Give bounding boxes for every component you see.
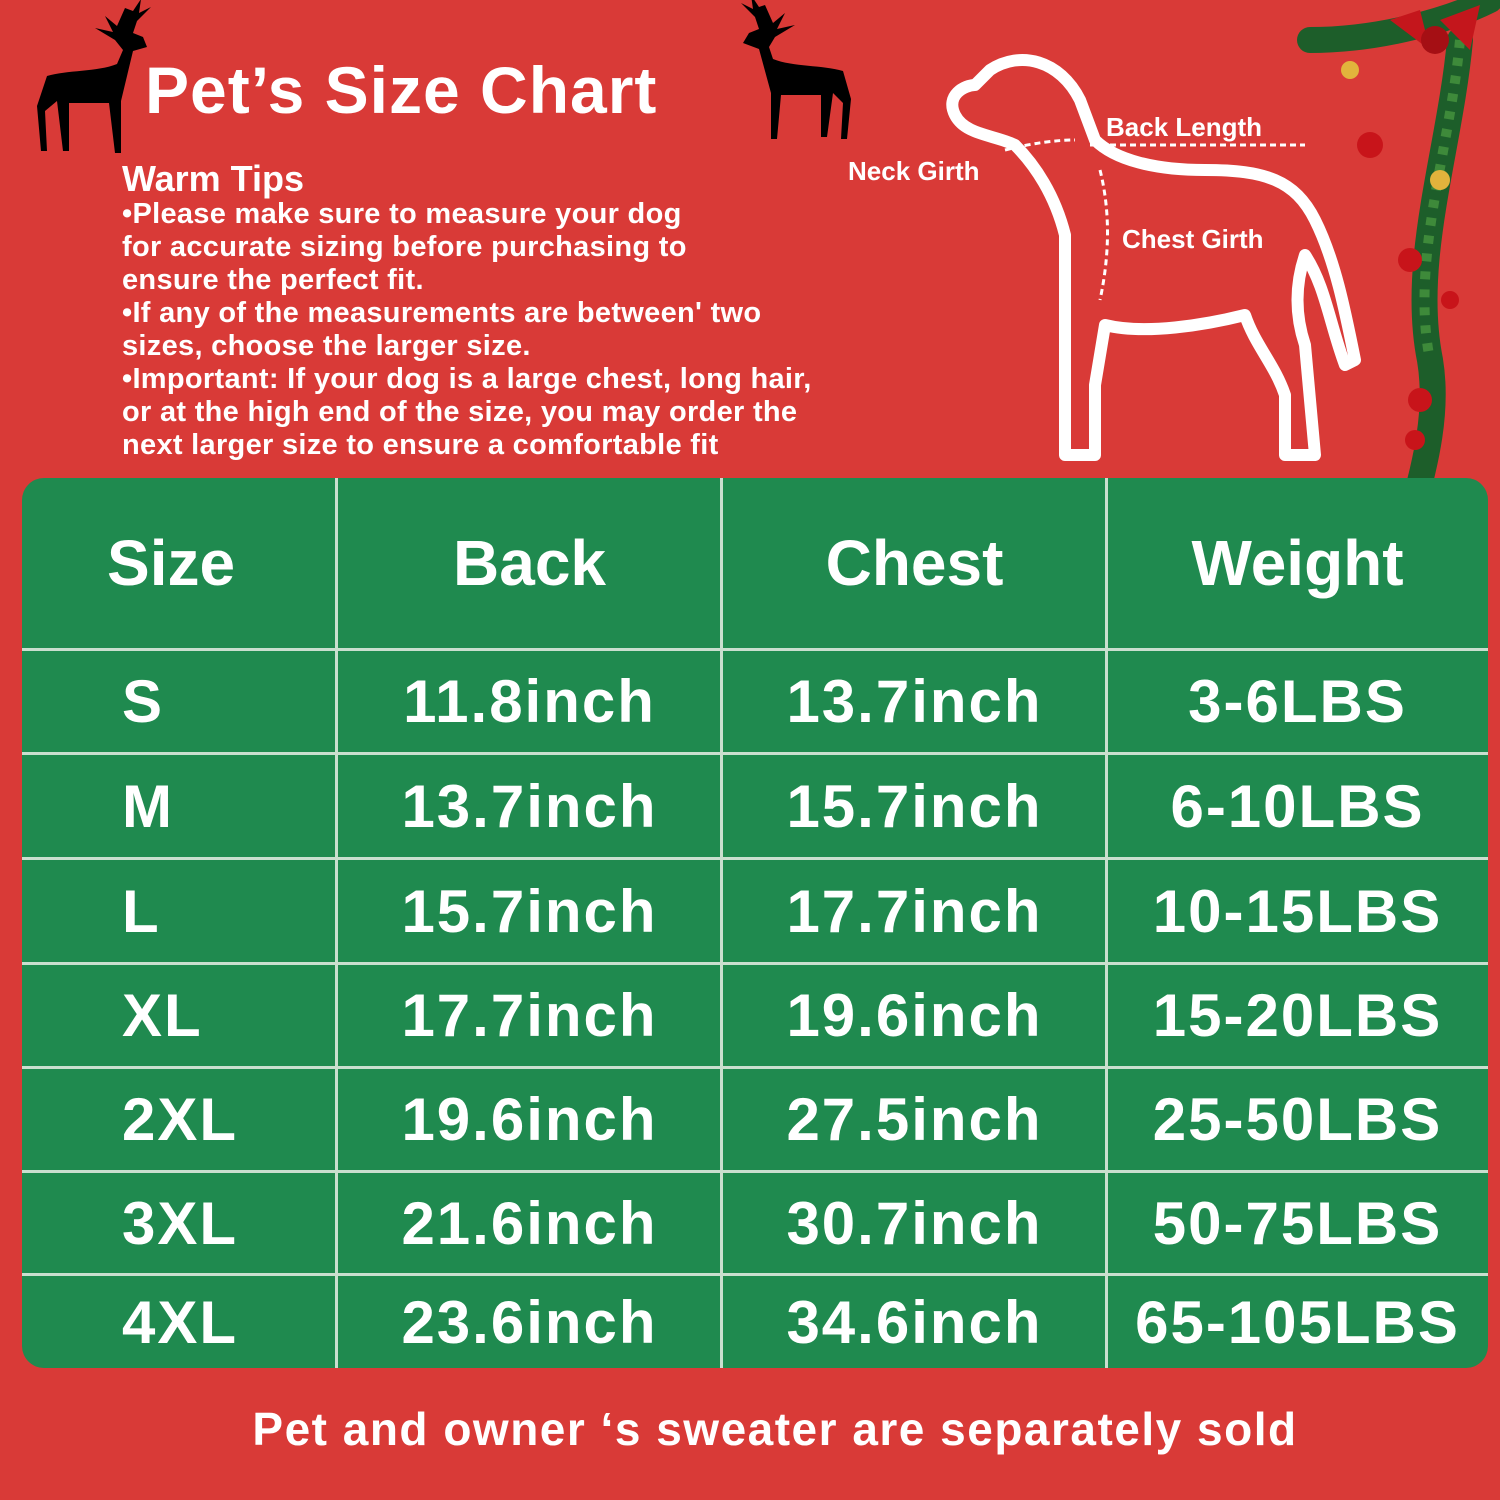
cell-back: 13.7inch bbox=[401, 772, 658, 840]
tip-3: •Important: If your dog is a large chest… bbox=[122, 363, 812, 461]
cell-size: M bbox=[122, 772, 174, 840]
table-row: 4XL 23.6inch 34.6inch 65-105LBS bbox=[22, 1273, 1488, 1368]
cell-weight: 50-75LBS bbox=[1152, 1189, 1443, 1257]
size-table: Size Back Chest Weight S 11.8inch 13.7inch… bbox=[22, 478, 1488, 1368]
chest-girth-label: Chest Girth bbox=[1122, 224, 1264, 254]
cell-chest: 15.7inch bbox=[786, 772, 1043, 840]
cell-chest: 34.6inch bbox=[786, 1288, 1043, 1356]
cell-size: XL bbox=[122, 982, 203, 1049]
cell-weight: 3-6LBS bbox=[1188, 668, 1407, 735]
warm-tips: Warm Tips •Please make sure to measure y… bbox=[122, 160, 1002, 462]
column-divider bbox=[1105, 478, 1108, 1368]
footer-note: Pet and owner ‘s sweater are separately … bbox=[252, 1403, 1298, 1455]
cell-back: 17.7inch bbox=[401, 982, 658, 1049]
tip-1: •Please make sure to measure your dog fo… bbox=[122, 198, 687, 296]
column-divider bbox=[335, 478, 338, 1368]
cell-back: 23.6inch bbox=[401, 1288, 658, 1356]
column-divider bbox=[720, 478, 723, 1368]
cell-size: 3XL bbox=[122, 1189, 239, 1257]
table-header-row: Size Back Chest Weight bbox=[22, 478, 1488, 648]
cell-chest: 30.7inch bbox=[786, 1189, 1043, 1257]
table-row: 2XL 19.6inch 27.5inch 25-50LBS bbox=[22, 1066, 1488, 1170]
cell-chest: 13.7inch bbox=[786, 668, 1043, 735]
cell-weight: 6-10LBS bbox=[1170, 772, 1425, 840]
cell-chest: 27.5inch bbox=[786, 1086, 1043, 1153]
cell-back: 19.6inch bbox=[401, 1086, 658, 1153]
christmas-garland-icon bbox=[1297, 0, 1500, 530]
header-back: Back bbox=[453, 527, 606, 599]
warm-tips-heading: Warm Tips bbox=[122, 158, 305, 199]
cell-weight: 10-15LBS bbox=[1152, 877, 1443, 945]
table-row: XL 17.7inch 19.6inch 15-20LBS bbox=[22, 962, 1488, 1066]
reindeer-left-icon bbox=[37, 0, 151, 153]
page-title: Pet’s Size Chart bbox=[145, 53, 658, 127]
cell-weight: 15-20LBS bbox=[1152, 982, 1443, 1049]
cell-back: 15.7inch bbox=[401, 877, 658, 945]
reindeer-right-icon bbox=[741, 0, 851, 139]
header-chest: Chest bbox=[825, 527, 1004, 599]
cell-back: 21.6inch bbox=[401, 1189, 658, 1257]
cell-weight: 25-50LBS bbox=[1152, 1086, 1443, 1153]
back-length-label: Back Length bbox=[1106, 112, 1263, 142]
cell-weight: 65-105LBS bbox=[1135, 1288, 1460, 1356]
tip-2: •If any of the measurements are between'… bbox=[122, 297, 762, 362]
cell-size: S bbox=[122, 668, 165, 735]
cell-back: 11.8inch bbox=[403, 668, 656, 735]
cell-chest: 17.7inch bbox=[786, 877, 1043, 945]
dog-outline-icon bbox=[946, 54, 1361, 461]
table-row: 3XL 21.6inch 30.7inch 50-75LBS bbox=[22, 1170, 1488, 1273]
table-row: S 11.8inch 13.7inch 3-6LBS bbox=[22, 648, 1488, 752]
neck-girth-label: Neck Girth bbox=[848, 156, 980, 186]
table-row: M 13.7inch 15.7inch 6-10LBS bbox=[22, 752, 1488, 857]
header-size: Size bbox=[107, 527, 236, 599]
cell-size: 4XL bbox=[122, 1288, 239, 1356]
cell-size: 2XL bbox=[122, 1086, 239, 1153]
cell-chest: 19.6inch bbox=[786, 982, 1043, 1049]
header-weight: Weight bbox=[1191, 527, 1404, 599]
table-row: L 15.7inch 17.7inch 10-15LBS bbox=[22, 857, 1488, 962]
cell-size: L bbox=[122, 877, 161, 945]
